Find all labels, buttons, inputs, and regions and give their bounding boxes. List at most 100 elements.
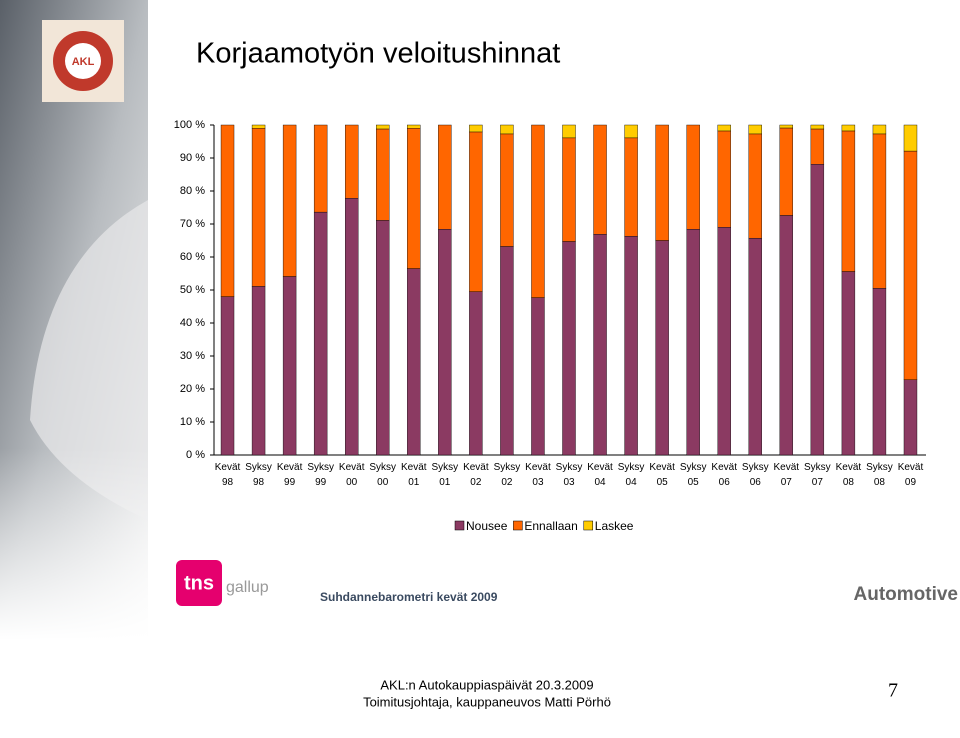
- bar-segment: [748, 124, 762, 135]
- segment-label: Automotive: [854, 584, 959, 605]
- bar-segment: [903, 150, 918, 380]
- bar-segment: [531, 124, 545, 298]
- y-tick-label: 10 %: [180, 416, 205, 428]
- bar-segment: [251, 128, 266, 287]
- logo-text: AKL: [72, 56, 95, 68]
- bar-segment: [220, 296, 235, 456]
- x-tick-label: Syksy 98: [245, 462, 272, 488]
- bar-segment: [407, 128, 421, 269]
- legend-label: Laskee: [595, 519, 634, 533]
- bar-segment: [717, 124, 731, 132]
- bar-segment: [469, 124, 483, 133]
- background-fade: [0, 0, 148, 640]
- bar-segment: [810, 124, 825, 130]
- bar-segment: [655, 124, 669, 241]
- bar-segment: [313, 211, 328, 456]
- bar-segment: [500, 124, 514, 135]
- bar-segment: [438, 124, 452, 230]
- bar-segment: [562, 137, 576, 242]
- bar-segment: [376, 128, 390, 221]
- y-tick-label: 70 %: [180, 218, 205, 230]
- bar-segment: [624, 236, 638, 456]
- bar-segment: [376, 220, 390, 456]
- y-tick-label: 30 %: [180, 350, 205, 362]
- bar-segment: [686, 124, 700, 230]
- bar-segment: [810, 128, 825, 165]
- x-tick-label: Kevät 04: [587, 462, 613, 488]
- x-tick-label: Kevät 06: [711, 462, 737, 488]
- bar-segment: [282, 276, 297, 456]
- bar-segment: [872, 133, 887, 289]
- x-tick-label: Kevät 08: [836, 462, 862, 488]
- bar-segment: [251, 286, 266, 456]
- x-tick-label: Kevät 09: [898, 462, 924, 488]
- bar-segment: [779, 215, 794, 456]
- bar-segment: [593, 124, 607, 235]
- bar-segment: [469, 131, 483, 292]
- bar-segment: [686, 229, 700, 456]
- x-tick-label: Syksy 02: [494, 462, 521, 488]
- bar-segment: [748, 133, 762, 239]
- bar-segment: [251, 124, 266, 129]
- legend-swatch: [583, 520, 594, 531]
- x-tick-label: Kevät 03: [525, 462, 551, 488]
- bar-segment: [717, 130, 731, 228]
- bar-segment: [810, 164, 825, 456]
- y-tick-label: 80 %: [180, 185, 205, 197]
- y-tick-label: 40 %: [180, 317, 205, 329]
- bar-segment: [841, 130, 856, 272]
- bar-segment: [407, 268, 421, 456]
- survey-label: Suhdannebarometri kevät 2009: [320, 590, 498, 604]
- bar-segment: [841, 124, 856, 132]
- x-tick-label: Kevät 99: [277, 462, 303, 488]
- tns-logo: [176, 560, 222, 606]
- gallup-text: gallup: [226, 579, 269, 596]
- bar-segment: [531, 297, 545, 456]
- y-tick-label: 90 %: [180, 152, 205, 164]
- event-label: AKL:n Autokauppiaspäivät 20.3.2009: [380, 677, 593, 692]
- bar-segment: [376, 124, 390, 130]
- x-tick-label: Syksy 04: [618, 462, 645, 488]
- bar-segment: [655, 240, 669, 456]
- y-tick-label: 20 %: [180, 383, 205, 395]
- bar-segment: [313, 124, 328, 213]
- x-tick-label: Syksy 06: [742, 462, 769, 488]
- bar-segment: [438, 229, 452, 456]
- bar-segment: [872, 288, 887, 456]
- bar-segment: [903, 379, 918, 456]
- bar-segment: [562, 124, 576, 139]
- x-tick-label: Kevät 07: [774, 462, 800, 488]
- bar-segment: [779, 124, 794, 129]
- legend-swatch: [513, 520, 523, 531]
- bar-segment: [779, 127, 794, 216]
- bar-segment: [624, 137, 638, 237]
- x-tick-label: Syksy 03: [556, 462, 583, 488]
- presenter-label: Toimitusjohtaja, kauppaneuvos Matti Pörh…: [363, 694, 611, 709]
- logo-inner: [65, 43, 101, 79]
- x-tick-label: Kevät 05: [649, 462, 675, 488]
- x-tick-label: Kevät 01: [401, 462, 427, 488]
- chart-title: Korjaamotyön veloitushinnat: [196, 38, 560, 70]
- y-tick-label: 100 %: [174, 119, 205, 131]
- bar-segment: [903, 124, 918, 152]
- x-tick-label: Kevät 00: [339, 462, 365, 488]
- bar-segment: [500, 246, 514, 456]
- page-number: 7: [888, 680, 898, 702]
- y-tick-label: 0 %: [186, 449, 205, 461]
- plot: 0 % 10 % 20 % 30 % 40 % 50 % 60 % 70 % 80 % 90 % 1…: [174, 119, 924, 533]
- x-tick-label: Syksy 99: [307, 462, 334, 488]
- bar-segment: [841, 271, 856, 456]
- x-tick-label: Kevät 02: [463, 462, 489, 488]
- tns-text: tns: [184, 572, 214, 594]
- bar-segment: [344, 124, 359, 199]
- bar-segment: [872, 124, 887, 135]
- bar-segment: [407, 124, 421, 129]
- y-tick-label: 50 %: [180, 284, 205, 296]
- bar-segment: [500, 133, 514, 247]
- x-tick-label: Syksy 05: [680, 462, 707, 488]
- legend-swatch: [454, 520, 465, 531]
- bar-segment: [624, 124, 638, 139]
- bar-segment: [282, 124, 297, 277]
- x-tick-label: Kevät 98: [215, 462, 241, 488]
